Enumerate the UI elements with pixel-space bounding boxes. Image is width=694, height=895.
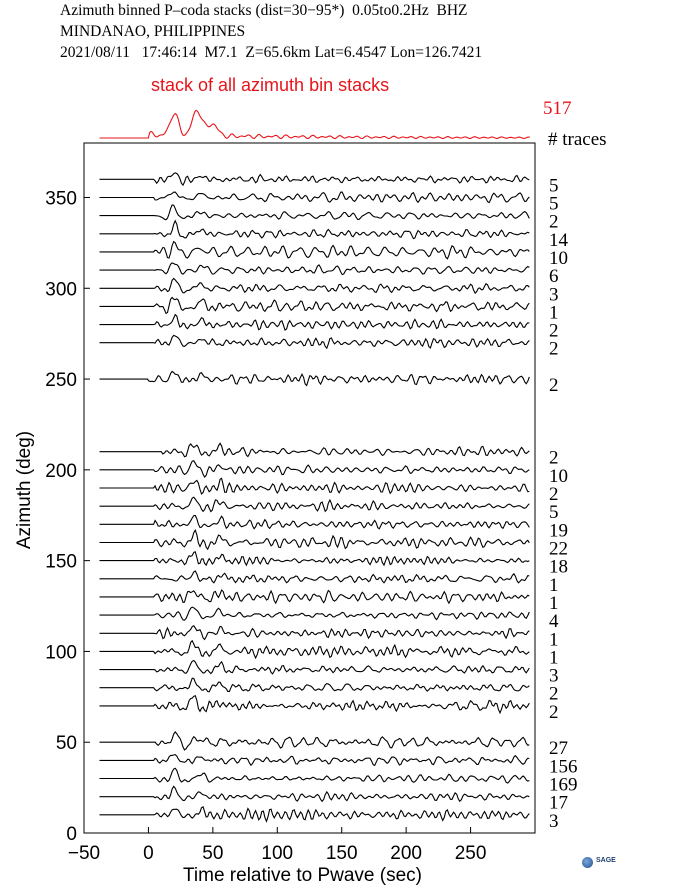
trace-count-label: 2 — [549, 702, 559, 723]
azimuth-trace — [99, 570, 530, 584]
y-tick-label: 150 — [45, 552, 77, 573]
azimuth-trace — [99, 624, 530, 641]
stack-count: 517 — [543, 98, 572, 119]
azimuth-trace — [99, 460, 530, 479]
y-tick-label: 300 — [45, 279, 77, 300]
x-tick-label: 200 — [390, 843, 422, 864]
x-tick-label: −50 — [68, 843, 100, 864]
azimuth-trace — [99, 442, 530, 458]
azimuth-trace — [99, 805, 530, 823]
header-event-info: 2021/08/11 17:46:14 M7.1 Z=65.6km Lat=6.… — [60, 44, 483, 61]
azimuth-trace — [99, 514, 530, 530]
azimuth-trace — [99, 639, 530, 660]
trace-count-label: 2 — [549, 375, 559, 396]
azimuth-trace — [99, 172, 530, 187]
trace-count-label: 27 — [549, 738, 568, 759]
traces-column-header: # traces — [548, 129, 607, 150]
trace-count-label: 4 — [549, 611, 559, 632]
trace-count-label: 1 — [549, 575, 559, 596]
azimuth-trace — [99, 753, 530, 767]
azimuth-trace — [99, 191, 530, 204]
y-tick-label: 250 — [45, 370, 77, 391]
trace-count-label: 19 — [549, 520, 568, 541]
azimuth-trace — [99, 589, 530, 605]
azimuth-trace — [99, 477, 530, 495]
trace-count-label: 1 — [549, 593, 559, 614]
azimuth-trace — [99, 528, 530, 551]
x-tick-label: 50 — [202, 843, 223, 864]
trace-count-label: 3 — [549, 666, 559, 687]
label-group: 5521410631222210251922181141132227156169… — [151, 75, 607, 832]
stack-label: stack of all azimuth bin stacks — [151, 75, 389, 95]
y-tick-label: 200 — [45, 461, 77, 482]
trace-count-label: 3 — [549, 811, 559, 832]
azimuth-trace — [99, 731, 530, 751]
x-tick-label: 0 — [143, 843, 154, 864]
trace-count-label: 14 — [549, 230, 569, 251]
trace-count-label: 156 — [549, 756, 578, 777]
azimuth-trace — [99, 240, 530, 260]
trace-count-label: 5 — [549, 193, 559, 214]
trace-count-label: 3 — [549, 284, 559, 305]
azimuth-trace — [99, 659, 530, 675]
y-axis-title: Azimuth (deg) — [14, 431, 35, 549]
x-tick-label: 250 — [455, 843, 487, 864]
azimuth-trace — [99, 551, 530, 567]
azimuth-trace — [99, 313, 530, 331]
trace-count-label: 2 — [549, 321, 559, 342]
trace-count-label: 6 — [549, 266, 559, 287]
trace-group — [99, 109, 530, 823]
sage-globe-icon — [582, 857, 593, 868]
azimuth-trace — [99, 219, 530, 240]
azimuth-trace — [99, 677, 530, 693]
trace-count-label: 1 — [549, 647, 559, 668]
trace-count-label: 5 — [549, 502, 559, 523]
azimuth-trace — [99, 496, 530, 513]
trace-count-label: 2 — [549, 448, 559, 469]
trace-count-label: 1 — [549, 302, 559, 323]
y-tick-label: 350 — [45, 188, 77, 209]
y-tick-label: 100 — [45, 642, 77, 663]
azimuth-trace — [99, 334, 530, 350]
trace-count-label: 2 — [549, 212, 559, 233]
trace-count-label: 10 — [549, 248, 568, 269]
y-tick-label: 50 — [56, 733, 77, 754]
trace-count-label: 18 — [549, 557, 568, 578]
azimuth-trace — [99, 606, 530, 621]
trace-count-label: 2 — [549, 684, 559, 705]
trace-count-label: 2 — [549, 484, 559, 505]
all-bins-stack-trace — [99, 109, 530, 140]
sage-logo-text: SAGE — [596, 857, 616, 864]
trace-count-label: 17 — [549, 793, 568, 814]
sage-logo: SAGE — [582, 856, 642, 870]
x-tick-label: 150 — [326, 843, 358, 864]
x-tick-label: 100 — [261, 843, 293, 864]
azimuth-trace — [99, 767, 530, 784]
trace-count-label: 5 — [549, 175, 559, 196]
azimuth-trace — [99, 785, 530, 803]
azimuth-trace — [99, 262, 530, 276]
trace-count-label: 169 — [549, 775, 578, 796]
azimuth-trace — [99, 277, 530, 295]
trace-count-label: 2 — [549, 339, 559, 360]
header-region: MINDANAO, PHILIPPINES — [60, 23, 246, 40]
azimuth-trace — [99, 694, 530, 715]
axes: −50 0 50 100 150 200 250050100150200250300350T… — [14, 142, 536, 886]
azimuth-trace — [99, 204, 530, 221]
trace-count-label: 10 — [549, 466, 568, 487]
azimuth-trace — [99, 296, 530, 315]
plot-frame — [83, 142, 536, 834]
trace-count-label: 22 — [549, 538, 568, 559]
x-axis-title: Time relative to Pwave (sec) — [183, 865, 422, 886]
azimuth-trace — [99, 370, 530, 387]
y-tick-label: 0 — [66, 824, 77, 845]
header-title: Azimuth binned P–coda stacks (dist=30−95… — [60, 2, 468, 19]
trace-count-label: 1 — [549, 629, 559, 650]
